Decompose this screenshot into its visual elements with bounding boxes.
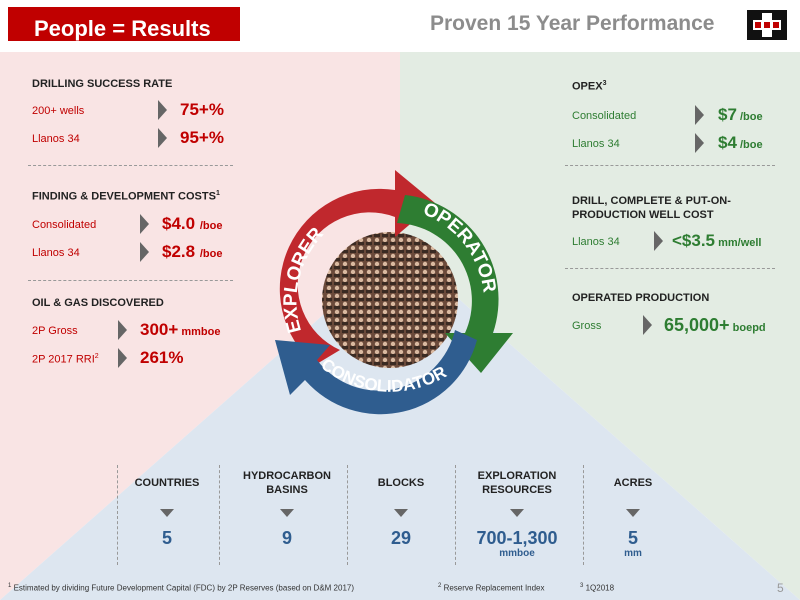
opex-row-1-value: $7 /boe (718, 105, 763, 124)
stat-value: 29 (390, 528, 412, 548)
oil-row-1-value: 300+ mmboe (140, 320, 221, 339)
page-title: People = Results (34, 16, 211, 41)
chevron-right-icon (140, 242, 149, 262)
fd-row-1-value: $4.0 /boe (162, 214, 223, 233)
operator-arrow (397, 195, 513, 373)
opex-title: OPEX3 (572, 80, 607, 93)
footnote-1: 1 Estimated by dividing Future Developme… (8, 583, 355, 593)
chevron-down-icon (280, 509, 294, 517)
fd-row-1-label: Consolidated (32, 219, 97, 231)
chevron-down-icon (394, 509, 408, 517)
operated-row-1-label: Gross (572, 320, 602, 332)
cycle-diagram: EXPLORER OPERATOR CONSOLIDATOR (275, 170, 513, 415)
fd-row-2-label: Llanos 34 (32, 247, 80, 259)
drilling-success-title: DRILLING SUCCESS RATE (32, 78, 173, 90)
chevron-right-icon (654, 231, 663, 251)
chevron-right-icon (158, 128, 167, 148)
chevron-right-icon (695, 133, 704, 153)
divider (117, 465, 118, 565)
stat-label: COUNTRIES (134, 477, 200, 489)
chevron-right-icon (118, 348, 127, 368)
divider (28, 280, 233, 281)
explorer-arrow (279, 170, 435, 365)
background-zones (0, 52, 800, 600)
oil-gas-title: OIL & GAS DISCOVERED (32, 297, 164, 309)
opex-row-2-label: Llanos 34 (572, 138, 620, 150)
page-subtitle: Proven 15 Year Performance (430, 12, 715, 35)
stat-unit: mmboe (499, 548, 535, 559)
stat-unit: mm (624, 548, 642, 559)
chevron-down-icon (160, 509, 174, 517)
stat-label: EXPLORATION RESOURCES (477, 470, 557, 496)
chevron-right-icon (118, 320, 127, 340)
operated-production-title: OPERATED PRODUCTION (572, 292, 710, 304)
stat-value: 700-1,300 (476, 528, 558, 548)
stat-value: 9 (281, 528, 292, 548)
divider (583, 465, 584, 565)
footnote-3: 3 1Q2018 (580, 583, 615, 593)
opex-row-1-label: Consolidated (572, 110, 637, 122)
stat-value: 5 (627, 528, 638, 548)
drilling-row-2-label: Llanos 34 (32, 133, 80, 145)
drill-cost-title-1: DRILL, COMPLETE & PUT-ON- (572, 195, 731, 207)
page-number: 5 (777, 581, 784, 595)
divider (455, 465, 456, 565)
people-photo-collage (322, 232, 458, 368)
oil-row-2-label: 2P 2017 RRI2 (32, 353, 99, 366)
stat-value: 5 (161, 528, 172, 548)
drill-row-1-value: <$3.5 mm/well (672, 231, 762, 250)
fd-row-2-value: $2.8 /boe (162, 242, 223, 261)
consolidator-arrow (275, 330, 477, 415)
chevron-down-icon (626, 509, 640, 517)
stat-label: HYDROCARBON BASINS (243, 470, 331, 496)
divider (565, 268, 775, 269)
stat-label: BLOCKS (377, 477, 425, 489)
drilling-row-1-value: 75+% (180, 100, 224, 119)
drilling-row-2-value: 95+% (180, 128, 224, 147)
company-logo-icon (744, 7, 790, 43)
opex-row-2-value: $4 /boe (718, 133, 763, 152)
drilling-row-1-label: 200+ wells (32, 105, 85, 117)
divider (347, 465, 348, 565)
header: People = Results Proven 15 Year Performa… (0, 0, 800, 52)
fd-title: FINDING & DEVELOPMENT COSTS1 (32, 190, 220, 203)
chevron-down-icon (510, 509, 524, 517)
stats-strip: COUNTRIES 5 HYDROCARBON BASINS 9 BLOCKS … (117, 465, 680, 565)
oil-row-2-value: 261% (140, 348, 184, 367)
chevron-right-icon (695, 105, 704, 125)
divider (219, 465, 220, 565)
divider (28, 165, 233, 166)
chevron-right-icon (643, 315, 652, 335)
chevron-right-icon (158, 100, 167, 120)
title-box: People = Results (8, 7, 240, 41)
operated-row-1-value: 65,000+ boepd (664, 315, 766, 335)
drill-row-1-label: Llanos 34 (572, 236, 620, 248)
stat-label: ACRES (613, 477, 653, 489)
oil-row-1-label: 2P Gross (32, 325, 78, 337)
divider (565, 165, 775, 166)
drill-cost-title-2: PRODUCTION WELL COST (572, 209, 714, 221)
chevron-right-icon (140, 214, 149, 234)
footnote-2: 2 Reserve Replacement Index (438, 583, 545, 593)
